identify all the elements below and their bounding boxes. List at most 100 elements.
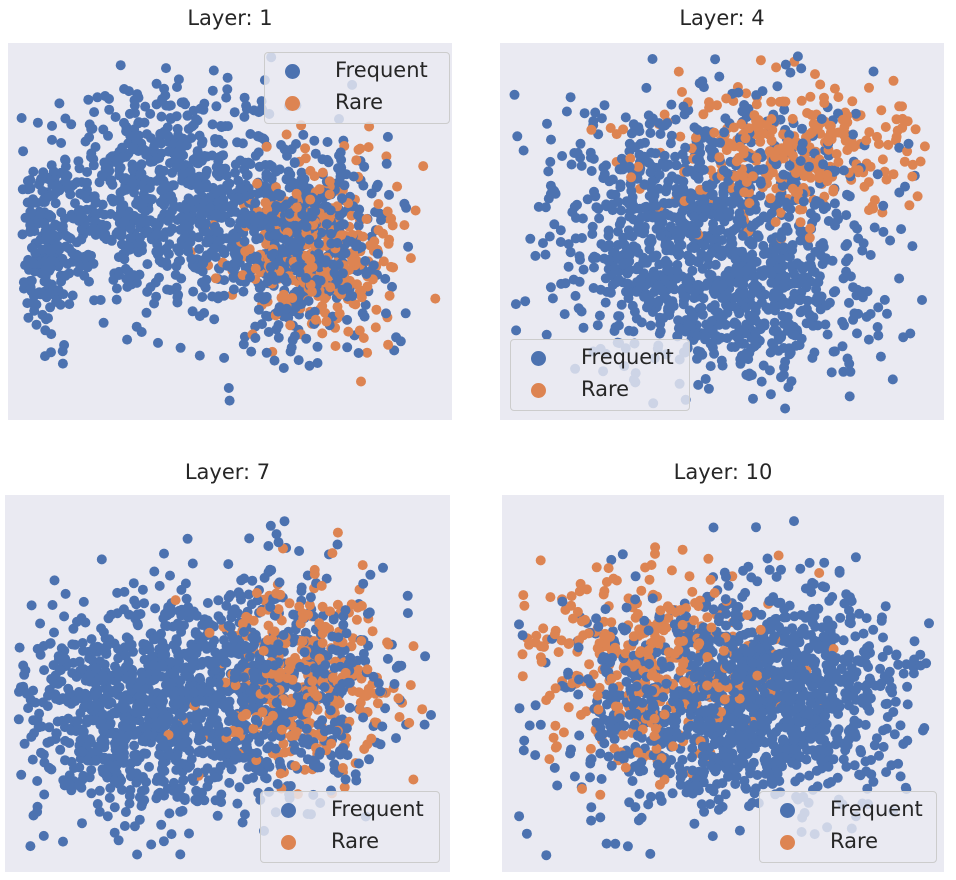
frequent-point <box>26 600 37 611</box>
rare-point <box>837 114 848 125</box>
frequent-point <box>197 266 208 277</box>
rare-point <box>363 142 374 153</box>
frequent-point <box>124 241 134 252</box>
frequent-point <box>130 108 140 118</box>
frequent-point <box>572 148 583 158</box>
frequent-point <box>857 245 868 256</box>
frequent-point <box>224 178 235 189</box>
frequent-point <box>655 230 666 241</box>
rare-point <box>364 121 375 132</box>
frequent-point <box>161 257 172 268</box>
rare-point <box>751 152 762 163</box>
frequent-point <box>148 660 159 671</box>
frequent-point <box>239 236 250 247</box>
frequent-point <box>703 259 714 270</box>
frequent-point <box>375 739 386 750</box>
frequent-point <box>805 276 816 287</box>
rare-point <box>787 113 798 124</box>
rare-point <box>814 173 825 184</box>
frequent-point <box>623 278 633 289</box>
frequent-point <box>139 795 150 806</box>
frequent-point <box>161 63 171 74</box>
rare-point <box>383 639 394 650</box>
frequent-point <box>230 167 240 178</box>
frequent-point <box>615 182 626 193</box>
frequent-point <box>829 198 840 209</box>
rare-point <box>310 314 321 325</box>
frequent-point <box>56 138 67 148</box>
rare-point <box>354 325 365 336</box>
frequent-point <box>896 224 907 235</box>
frequent-point <box>396 660 407 671</box>
rare-point <box>287 293 298 303</box>
frequent-point <box>843 253 854 264</box>
frequent-point <box>230 258 240 269</box>
frequent-point <box>213 226 224 237</box>
frequent-point <box>391 332 402 343</box>
frequent-point <box>776 300 787 310</box>
frequent-point <box>715 137 725 148</box>
frequent-point <box>110 112 121 122</box>
frequent-point <box>703 383 714 394</box>
frequent-point <box>252 595 263 606</box>
frequent-point <box>225 217 236 228</box>
rare-point <box>297 636 308 647</box>
frequent-point <box>224 395 235 406</box>
frequent-point <box>225 708 236 719</box>
frequent-point <box>180 737 191 748</box>
rare-point <box>275 768 286 779</box>
frequent-point <box>796 293 807 304</box>
rare-point <box>261 239 272 250</box>
frequent-point <box>520 296 531 307</box>
rare-point <box>261 141 272 152</box>
frequent-point <box>651 211 662 222</box>
rare-point <box>408 641 419 652</box>
frequent-point <box>542 118 552 129</box>
scatter-svg <box>13 516 436 860</box>
frequent-point <box>120 807 131 817</box>
rare-point <box>731 156 742 167</box>
frequent-point <box>185 237 196 247</box>
frequent-point <box>739 100 750 111</box>
frequent-point <box>86 788 97 799</box>
frequent-point <box>818 159 829 170</box>
frequent-point <box>248 772 259 783</box>
frequent-point <box>645 320 656 331</box>
frequent-point <box>837 341 848 352</box>
frequent-point <box>693 173 704 184</box>
frequent-point <box>86 250 96 261</box>
frequent-point <box>399 198 410 209</box>
frequent-point <box>766 208 777 219</box>
frequent-point <box>186 253 197 264</box>
frequent-point <box>196 215 207 226</box>
frequent-point <box>156 111 167 122</box>
frequent-point <box>828 346 839 357</box>
frequent-point <box>631 264 642 275</box>
frequent-point <box>782 325 793 336</box>
frequent-point <box>94 806 105 817</box>
frequent-point <box>796 63 807 74</box>
rare-point <box>300 153 311 164</box>
frequent-point <box>139 598 150 609</box>
rare-point <box>721 145 732 156</box>
rare-point <box>279 747 290 758</box>
rare-point <box>867 201 878 212</box>
rare-point <box>284 664 295 675</box>
frequent-point <box>92 92 103 103</box>
frequent-point <box>199 98 210 109</box>
rare-point <box>300 143 311 154</box>
frequent-point <box>382 653 393 664</box>
frequent-point <box>261 310 271 321</box>
frequent-point <box>706 316 717 327</box>
frequent-point <box>606 189 617 200</box>
frequent-point <box>137 736 148 747</box>
frequent-point <box>571 212 581 223</box>
frequent-point <box>152 221 163 231</box>
rare-point <box>343 326 354 337</box>
rare-point <box>361 214 372 224</box>
frequent-point <box>204 192 215 203</box>
frequent-point <box>695 147 706 158</box>
frequent-point <box>756 297 767 308</box>
frequent-point <box>852 328 862 339</box>
frequent-point <box>255 282 266 293</box>
